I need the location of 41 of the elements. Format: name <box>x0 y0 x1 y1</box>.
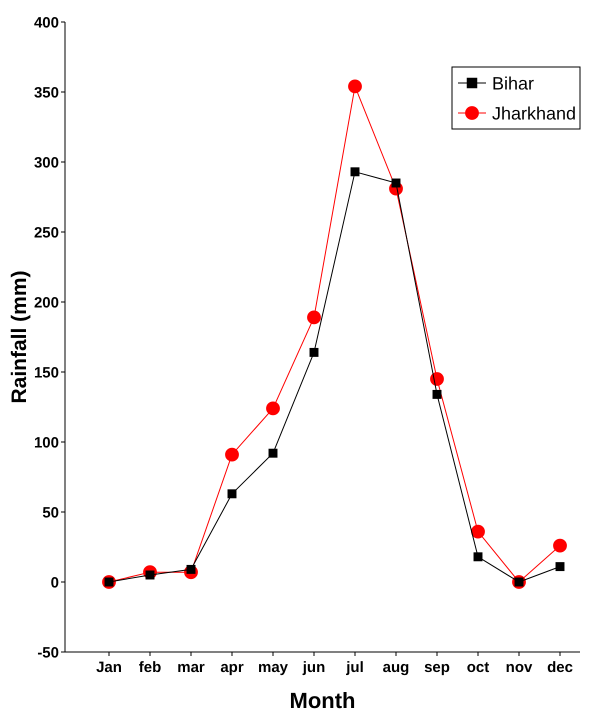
point <box>432 390 442 399</box>
point <box>350 167 360 176</box>
point <box>553 538 567 552</box>
point <box>556 562 564 572</box>
point <box>430 372 444 386</box>
x-tick-label: feb <box>138 659 162 676</box>
point <box>228 489 236 498</box>
x-tick-label: Jan <box>96 659 122 676</box>
point <box>266 402 280 416</box>
point <box>310 348 318 357</box>
point <box>392 178 400 188</box>
x-tick-label: apr <box>220 659 244 676</box>
x-tick-label: nov <box>506 659 533 676</box>
y-tick-label: -50 <box>37 644 59 662</box>
y-tick-label: 350 <box>34 84 59 102</box>
x-axis-title: Month <box>290 688 356 713</box>
y-tick-label: 200 <box>34 294 59 312</box>
point <box>268 448 278 458</box>
y-tick-label: 50 <box>42 504 59 522</box>
x-tick-label: aug <box>382 659 410 676</box>
point <box>474 552 482 562</box>
x-tick-label: may <box>258 659 289 676</box>
y-tick-label: 0 <box>50 574 59 592</box>
legend-label: Bihar <box>492 73 534 94</box>
y-tick-label: 250 <box>34 224 59 242</box>
point <box>307 310 321 324</box>
point <box>471 524 485 538</box>
point <box>225 448 239 462</box>
y-tick-label: 150 <box>34 364 59 382</box>
x-tick-label: sep <box>424 659 450 676</box>
x-tick-label: dec <box>547 659 573 676</box>
y-axis-title: Rainfall (mm) <box>8 270 31 404</box>
y-tick-label: 400 <box>34 14 59 32</box>
y-tick-label: 100 <box>34 434 59 452</box>
x-tick-label: jul <box>345 659 364 676</box>
y-tick-label: 300 <box>34 154 59 172</box>
legend-label: Jharkhand <box>492 103 576 124</box>
point <box>348 80 362 94</box>
x-tick-label: jun <box>302 659 326 676</box>
x-tick-label: mar <box>177 659 205 676</box>
x-tick-label: oct <box>466 659 490 676</box>
